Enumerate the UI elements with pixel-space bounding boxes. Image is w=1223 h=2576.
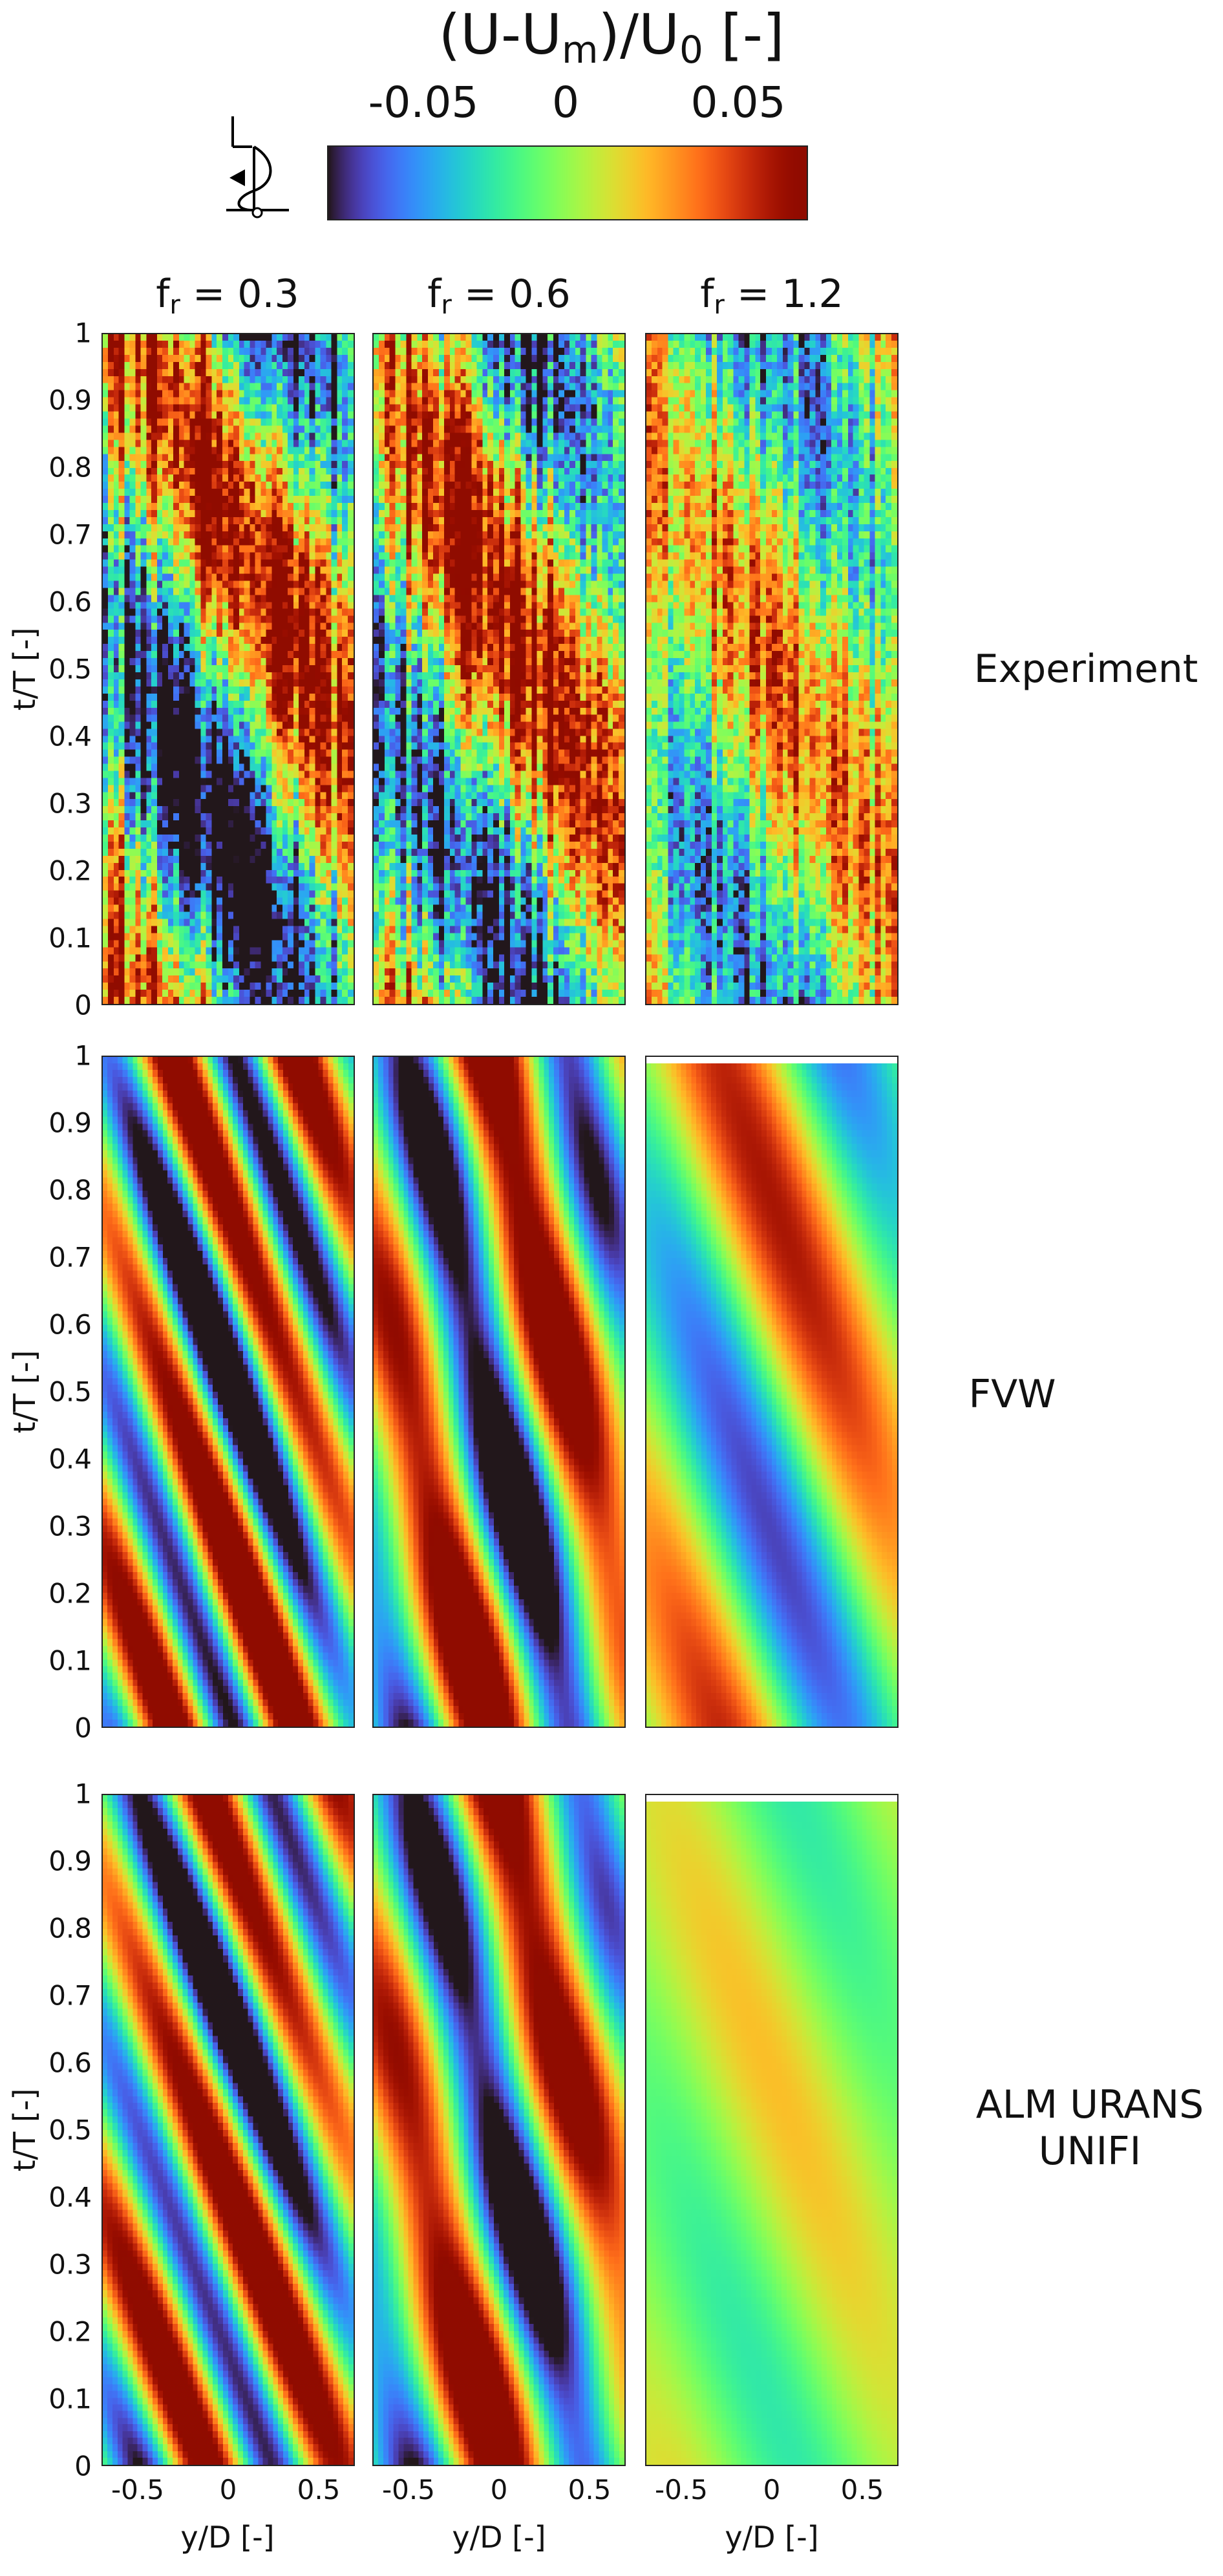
x-tick-label: -0.5 — [111, 2474, 164, 2506]
colorbar-tick-pos: 0.05 — [690, 78, 786, 127]
x-tick-label: -0.5 — [382, 2474, 435, 2506]
y-tick-label: 0.1 — [48, 922, 92, 954]
y-tick-label: 0.8 — [48, 451, 92, 484]
colorbar — [327, 145, 808, 220]
heatmap-alm-fr12 — [645, 1794, 899, 2466]
y-tick-label: 0 — [74, 2450, 92, 2482]
colorbar-title: (U-Um)/U0 [-] — [438, 3, 785, 72]
y-tick-label: 0.3 — [48, 2248, 92, 2281]
x-axis-label-col3: y/D [-] — [725, 2520, 819, 2555]
y-axis-label-row1: t/T [-] — [7, 627, 42, 711]
colorbar-tick-neg: -0.05 — [368, 78, 479, 127]
column-title-1: fr = 0.3 — [156, 271, 299, 320]
y-tick-label: 1 — [74, 1778, 92, 1810]
y-tick-label: 0.6 — [48, 2047, 92, 2079]
y-tick-label: 0.9 — [48, 1107, 92, 1139]
heatmap-fvw-fr03 — [101, 1056, 355, 1728]
y-tick-label: 0.2 — [48, 1577, 92, 1610]
heatmap-fvw-fr12 — [645, 1056, 899, 1728]
x-tick-label: 0 — [763, 2474, 781, 2506]
y-tick-label: 0.9 — [48, 1845, 92, 1877]
x-tick-label: 0.5 — [568, 2474, 612, 2506]
turbine-schematic-icon — [226, 116, 289, 218]
row-label-fvw: FVW — [968, 1372, 1056, 1417]
heatmap-experiment-fr06 — [372, 333, 626, 1005]
heatmap-fvw-fr06 — [372, 1056, 626, 1728]
y-tick-label: 0.9 — [48, 384, 92, 416]
x-tick-label: 0.5 — [840, 2474, 884, 2506]
y-tick-label: 0.1 — [48, 2383, 92, 2415]
y-tick-label: 1 — [74, 1039, 92, 1072]
y-tick-label: 0.7 — [48, 518, 92, 551]
y-tick-label: 0.2 — [48, 2315, 92, 2348]
y-tick-label: 0.1 — [48, 1645, 92, 1677]
y-tick-label: 0.3 — [48, 1510, 92, 1542]
x-tick-label: 0.5 — [297, 2474, 341, 2506]
y-tick-label: 0.8 — [48, 1912, 92, 1944]
y-tick-label: 0 — [74, 989, 92, 1021]
y-tick-label: 0.4 — [48, 1443, 92, 1475]
x-tick-label: 0 — [490, 2474, 508, 2506]
y-tick-label: 0.5 — [48, 1376, 92, 1408]
x-axis-label-col2: y/D [-] — [452, 2520, 546, 2555]
column-title-2: fr = 0.6 — [427, 271, 571, 320]
heatmap-experiment-fr12 — [645, 333, 899, 1005]
row-label-experiment: Experiment — [973, 646, 1198, 692]
y-tick-label: 0 — [74, 1712, 92, 1744]
x-tick-label: -0.5 — [655, 2474, 708, 2506]
y-tick-label: 0.6 — [48, 586, 92, 618]
y-tick-label: 0.7 — [48, 1241, 92, 1273]
heatmap-alm-fr06 — [372, 1794, 626, 2466]
y-tick-label: 0.8 — [48, 1174, 92, 1206]
y-tick-label: 0.5 — [48, 2114, 92, 2146]
y-tick-label: 0.2 — [48, 855, 92, 887]
y-axis-label-row2: t/T [-] — [7, 1350, 42, 1434]
x-tick-label: 0 — [219, 2474, 237, 2506]
y-tick-label: 1 — [74, 317, 92, 349]
y-axis-label-row3: t/T [-] — [7, 2088, 42, 2172]
y-tick-label: 0.7 — [48, 1979, 92, 2012]
y-tick-label: 0.5 — [48, 653, 92, 685]
y-tick-label: 0.4 — [48, 2181, 92, 2213]
heatmap-experiment-fr03 — [101, 333, 355, 1005]
colorbar-tick-zero: 0 — [552, 78, 579, 127]
x-axis-label-col1: y/D [-] — [180, 2520, 275, 2555]
y-tick-label: 0.4 — [48, 720, 92, 752]
row-label-alm: ALM URANS UNIFI — [975, 2082, 1204, 2174]
y-tick-label: 0.3 — [48, 787, 92, 820]
heatmap-alm-fr03 — [101, 1794, 355, 2466]
y-tick-label: 0.6 — [48, 1308, 92, 1341]
column-title-3: fr = 1.2 — [700, 271, 844, 320]
